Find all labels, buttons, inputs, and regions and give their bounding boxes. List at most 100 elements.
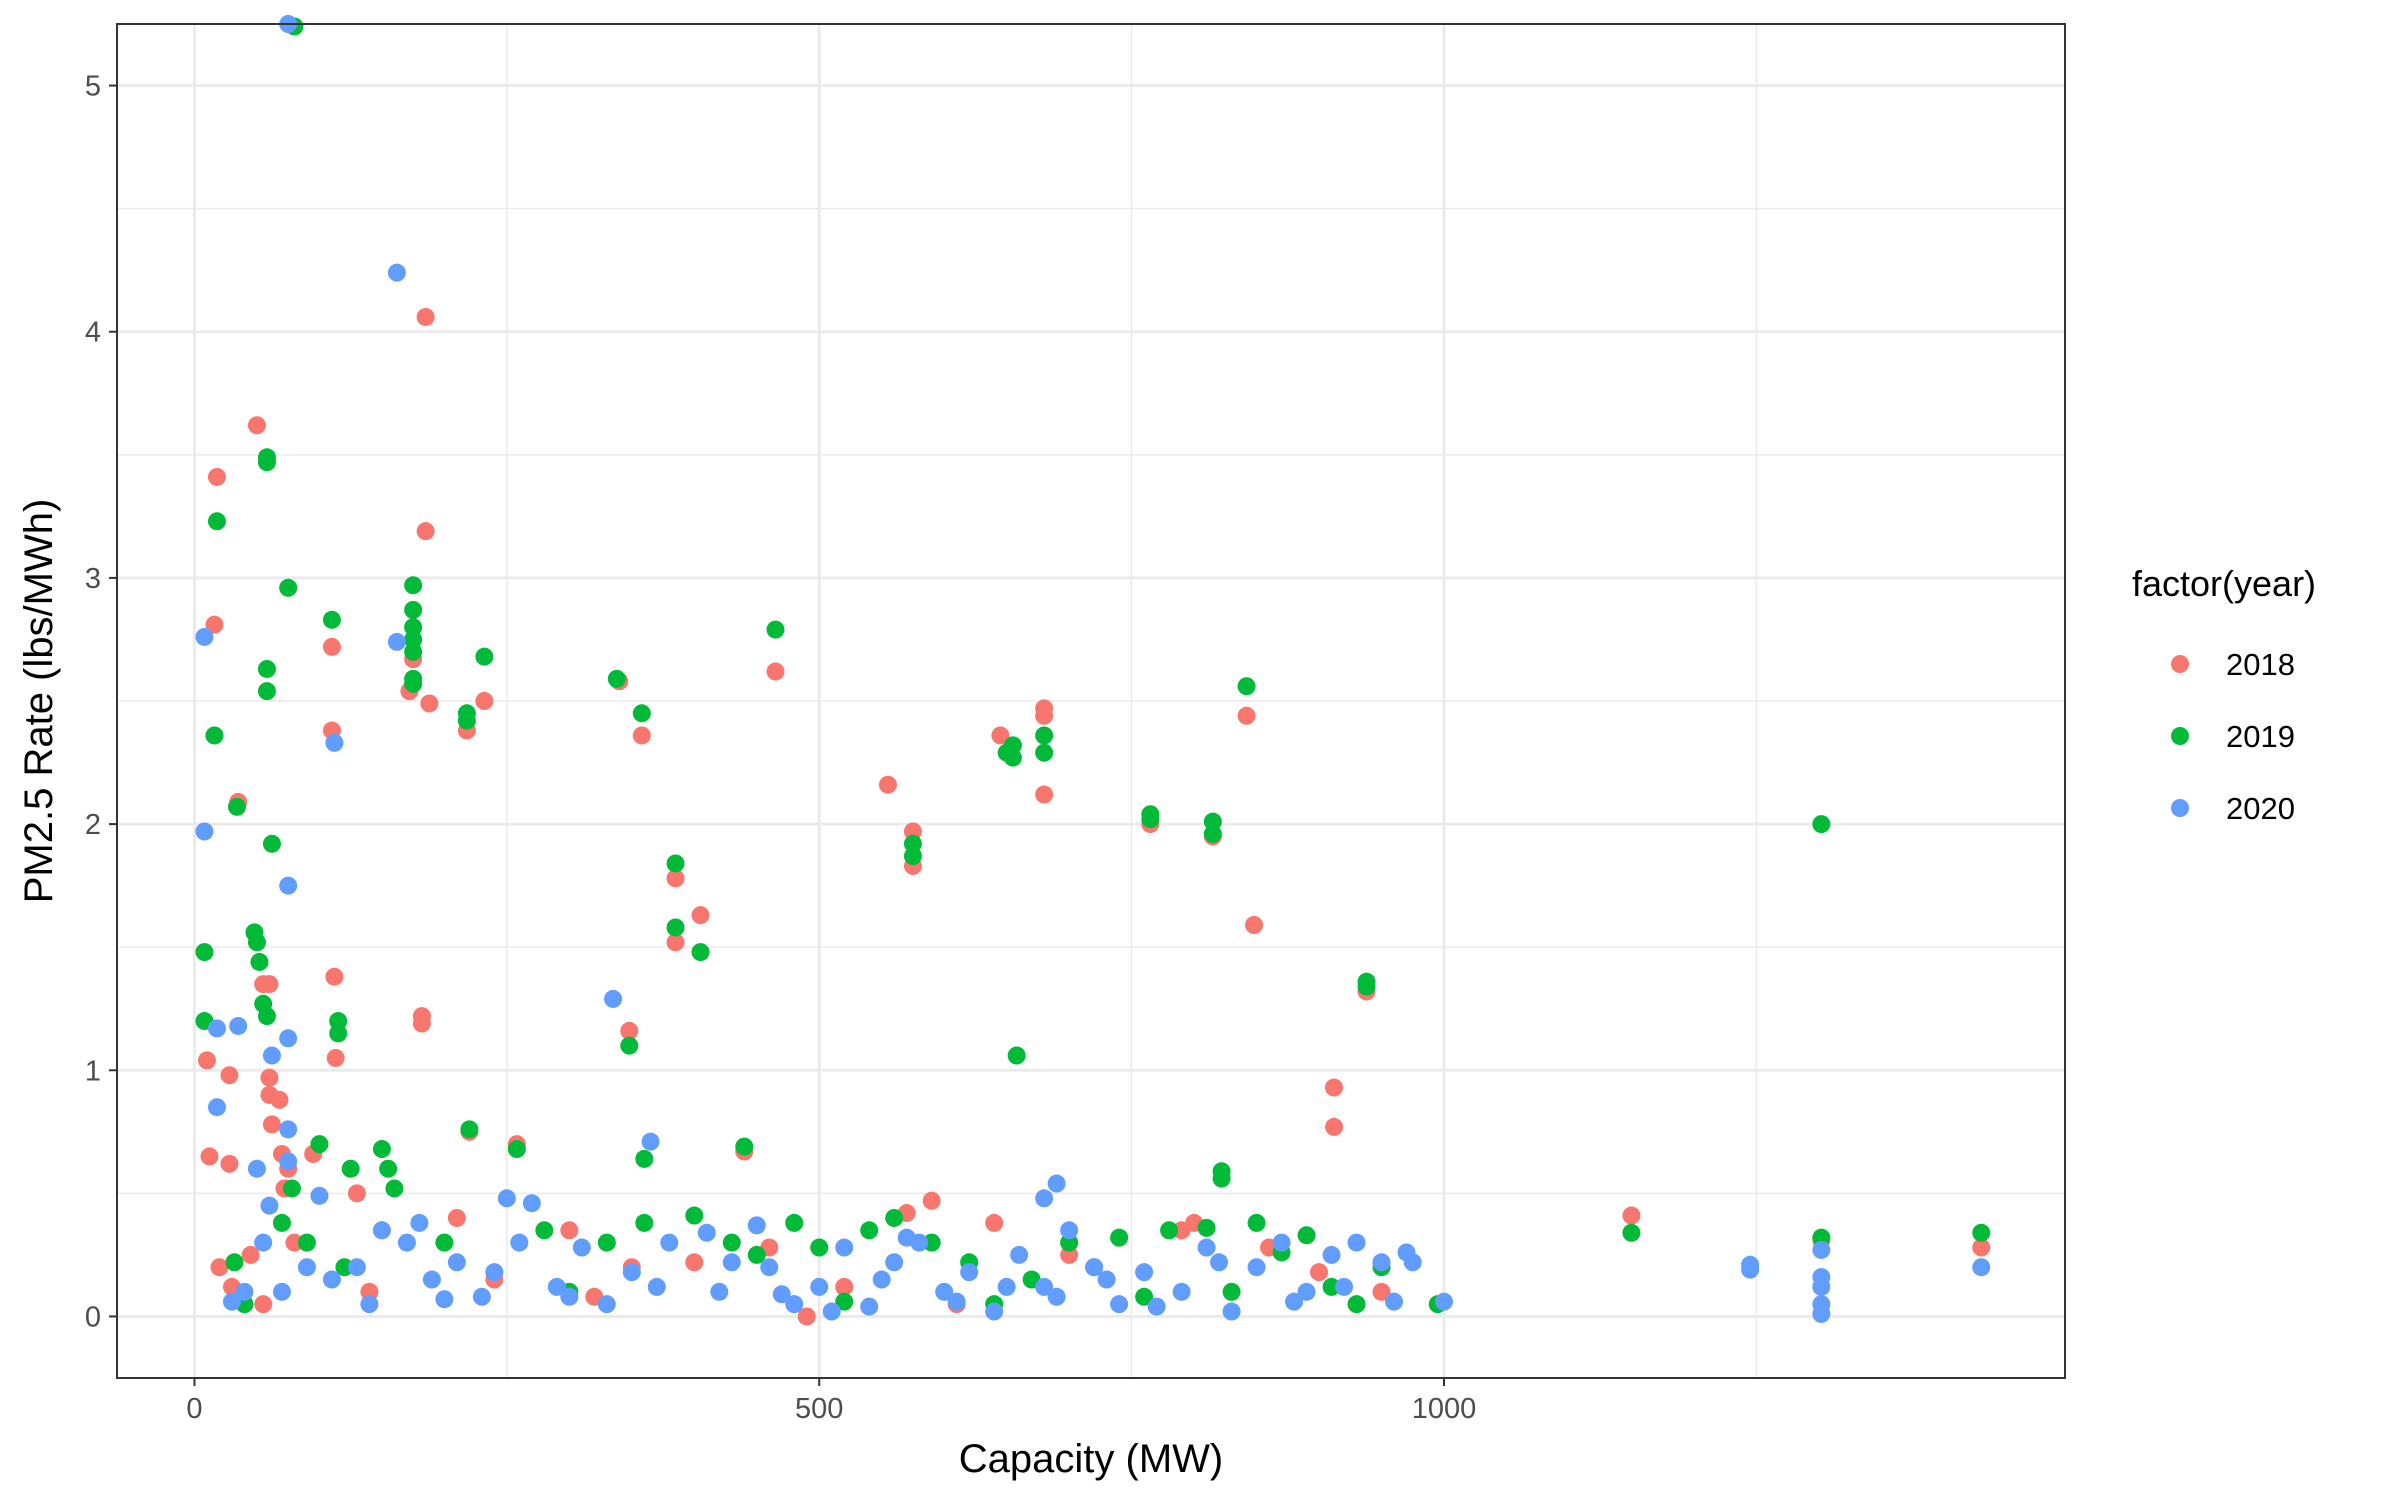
data-point-2018 (620, 1021, 639, 1040)
data-point-2020 (1434, 1292, 1453, 1311)
data-point-2018 (207, 467, 226, 486)
data-point-2019 (262, 834, 281, 853)
data-point-2019 (722, 1233, 741, 1252)
data-point-2020 (235, 1282, 254, 1301)
data-point-2018 (1372, 1282, 1391, 1301)
data-point-2019 (257, 453, 276, 472)
data-point-2020 (1110, 1295, 1129, 1314)
data-point-2018 (200, 1147, 219, 1166)
data-point-2019 (1060, 1233, 1079, 1252)
data-point-2020 (1812, 1240, 1831, 1259)
legend-key-2019 (2171, 727, 2189, 745)
data-point-2020 (1741, 1260, 1760, 1279)
data-point-2020 (485, 1263, 504, 1282)
data-point-2019 (1237, 677, 1256, 696)
data-point-2018 (1310, 1263, 1329, 1282)
data-point-2019 (835, 1292, 854, 1311)
data-point-2020 (747, 1216, 766, 1235)
legend-title: factor(year) (2132, 563, 2316, 604)
data-point-2018 (325, 967, 344, 986)
data-point-2020 (1812, 1304, 1831, 1323)
data-point-2020 (622, 1263, 641, 1282)
data-point-2019 (1347, 1295, 1366, 1314)
data-point-2020 (435, 1290, 454, 1309)
data-point-2018 (1035, 706, 1054, 725)
data-point-2018 (262, 1115, 281, 1134)
data-point-2019 (372, 1140, 391, 1159)
data-point-2019 (747, 1245, 766, 1264)
data-point-2019 (766, 620, 785, 639)
data-point-2019 (1135, 1287, 1154, 1306)
data-point-2019 (227, 797, 246, 816)
data-point-2020 (260, 1196, 279, 1215)
data-point-2019 (250, 952, 269, 971)
data-point-2020 (935, 1282, 954, 1301)
data-point-2018 (666, 869, 685, 888)
data-point-2019 (1203, 812, 1222, 831)
data-point-2020 (422, 1270, 441, 1289)
data-point-2020 (195, 627, 214, 646)
data-point-2018 (1035, 785, 1054, 804)
data-point-2018 (347, 1184, 366, 1203)
data-point-2020 (985, 1302, 1004, 1321)
data-point-2019 (1035, 726, 1054, 745)
data-point-2020 (1147, 1297, 1166, 1316)
data-point-2019 (1972, 1223, 1991, 1242)
data-point-2020 (360, 1295, 379, 1314)
data-point-2020 (710, 1282, 729, 1301)
legend-items: 2018 2019 2020 (2171, 647, 2295, 826)
y-tick-label: 0 (85, 1301, 101, 1333)
data-point-2018 (220, 1154, 239, 1173)
data-point-2019 (272, 1213, 291, 1232)
data-point-2018 (1972, 1238, 1991, 1257)
data-point-2020 (195, 822, 214, 841)
legend-label-2018: 2018 (2226, 647, 2295, 682)
data-point-2020 (1297, 1282, 1316, 1301)
data-point-2019 (379, 1159, 398, 1178)
data-point-2019 (1035, 743, 1054, 762)
data-point-2019 (635, 1149, 654, 1168)
data-point-2019 (632, 704, 651, 723)
data-point-2020 (1035, 1189, 1054, 1208)
data-point-2019 (457, 711, 476, 730)
y-tick-label: 3 (85, 563, 101, 595)
data-point-2019 (1197, 1218, 1216, 1237)
data-point-2020 (641, 1132, 660, 1151)
data-point-2019 (1622, 1223, 1641, 1242)
y-tick-label: 2 (85, 809, 101, 841)
data-point-2018 (985, 1213, 1004, 1232)
data-point-2019 (1222, 1282, 1241, 1301)
x-axis-title: Capacity (MW) (959, 1437, 1223, 1481)
panel-border (116, 23, 2066, 1379)
data-point-2020 (372, 1221, 391, 1240)
data-point-2020 (1322, 1245, 1341, 1264)
data-point-2019 (404, 576, 423, 595)
data-point-2019 (666, 918, 685, 937)
data-point-2019 (279, 578, 298, 597)
data-point-2020 (1385, 1292, 1404, 1311)
data-point-2020 (810, 1277, 829, 1296)
data-point-2018 (412, 1014, 431, 1033)
data-point-2018 (991, 726, 1010, 745)
data-point-2019 (1203, 824, 1222, 843)
data-point-2020 (387, 263, 406, 282)
data-point-2020 (822, 1302, 841, 1321)
data-point-2020 (1972, 1258, 1991, 1277)
data-point-2019 (460, 1120, 479, 1139)
x-tick-label: 0 (186, 1393, 202, 1425)
data-point-2020 (222, 1292, 241, 1311)
data-point-2019 (1003, 748, 1022, 767)
data-point-2018 (254, 1295, 273, 1314)
data-point-2020 (785, 1295, 804, 1314)
y-axis-title: PM2.5 Rate (lbs/MWh) (17, 499, 61, 904)
data-point-2019 (1110, 1228, 1129, 1247)
data-point-2020 (207, 1098, 226, 1117)
data-point-2018 (1060, 1245, 1079, 1264)
data-point-2020 (229, 1016, 248, 1035)
legend-label-2019: 2019 (2226, 719, 2295, 754)
data-point-2020 (722, 1253, 741, 1272)
data-point-2019 (207, 512, 226, 531)
data-point-2019 (1357, 977, 1376, 996)
data-point-2020 (997, 1277, 1016, 1296)
data-point-2019 (341, 1159, 360, 1178)
